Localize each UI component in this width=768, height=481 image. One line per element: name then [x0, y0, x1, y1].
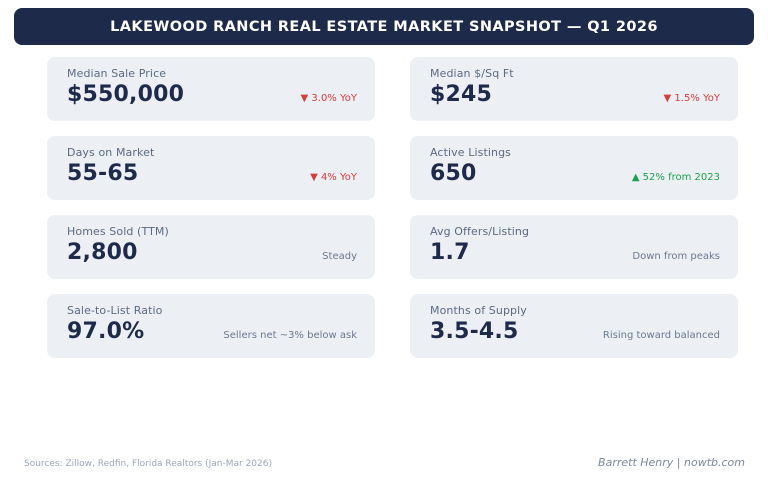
kpi-card-active-listings: Active Listings 650 ▲ 52% from 2023	[410, 136, 738, 200]
kpi-card-sale-to-list-ratio: Sale-to-List Ratio 97.0% Sellers net ~3%…	[47, 294, 375, 358]
kpi-note: Steady	[322, 251, 357, 262]
kpi-label: Sale-to-List Ratio	[67, 304, 163, 317]
kpi-label: Days on Market	[67, 146, 155, 159]
kpi-value-row: 2,800 Steady	[67, 240, 357, 265]
kpi-card-months-of-supply: Months of Supply 3.5-4.5 Rising toward b…	[410, 294, 738, 358]
kpi-label: Homes Sold (TTM)	[67, 225, 169, 238]
kpi-value: 3.5-4.5	[430, 319, 519, 344]
kpi-note: Rising toward balanced	[602, 330, 720, 341]
kpi-card-days-on-market: Days on Market 55-65 ▼ 4% YoY	[47, 136, 375, 200]
kpi-grid: Median Sale Price $550,000 ▼ 3.0% YoY Me…	[47, 57, 738, 358]
kpi-value: 55-65	[67, 161, 139, 186]
kpi-card-median-sale-price: Median Sale Price $550,000 ▼ 3.0% YoY	[47, 57, 375, 121]
sources-text: Sources: Zillow, Redfin, Florida Realtor…	[24, 459, 272, 469]
kpi-value: 2,800	[67, 240, 138, 265]
kpi-label: Months of Supply	[430, 304, 527, 317]
kpi-value-row: 650 ▲ 52% from 2023	[430, 161, 720, 186]
kpi-label: Median $/Sq Ft	[430, 67, 514, 80]
kpi-value-row: 1.7 Down from peaks	[430, 240, 720, 265]
kpi-value-row: $550,000 ▼ 3.0% YoY	[67, 82, 357, 107]
kpi-note: Sellers net ~3% below ask	[223, 330, 357, 341]
kpi-value: $245	[430, 82, 493, 107]
kpi-value: $550,000	[67, 82, 185, 107]
kpi-value-row: $245 ▼ 1.5% YoY	[430, 82, 720, 107]
kpi-label: Avg Offers/Listing	[430, 225, 530, 238]
kpi-value-row: 3.5-4.5 Rising toward balanced	[430, 319, 720, 344]
kpi-value: 1.7	[430, 240, 470, 265]
kpi-change-badge: ▼ 1.5% YoY	[663, 93, 720, 104]
kpi-note: Down from peaks	[632, 251, 720, 262]
kpi-change-badge: ▲ 52% from 2023	[631, 172, 720, 183]
attribution-text: Barrett Henry | nowtb.com	[598, 456, 745, 469]
page-title: LAKEWOOD RANCH REAL ESTATE MARKET SNAPSH…	[110, 18, 658, 35]
kpi-value: 97.0%	[67, 319, 145, 344]
kpi-card-avg-offers-per-listing: Avg Offers/Listing 1.7 Down from peaks	[410, 215, 738, 279]
kpi-label: Active Listings	[430, 146, 511, 159]
kpi-change-badge: ▼ 4% YoY	[310, 172, 357, 183]
kpi-value: 650	[430, 161, 477, 186]
kpi-card-median-price-per-sqft: Median $/Sq Ft $245 ▼ 1.5% YoY	[410, 57, 738, 121]
kpi-value-row: 97.0% Sellers net ~3% below ask	[67, 319, 357, 344]
kpi-card-homes-sold: Homes Sold (TTM) 2,800 Steady	[47, 215, 375, 279]
kpi-change-badge: ▼ 3.0% YoY	[300, 93, 357, 104]
header-bar: LAKEWOOD RANCH REAL ESTATE MARKET SNAPSH…	[14, 8, 754, 45]
kpi-label: Median Sale Price	[67, 67, 167, 80]
kpi-value-row: 55-65 ▼ 4% YoY	[67, 161, 357, 186]
